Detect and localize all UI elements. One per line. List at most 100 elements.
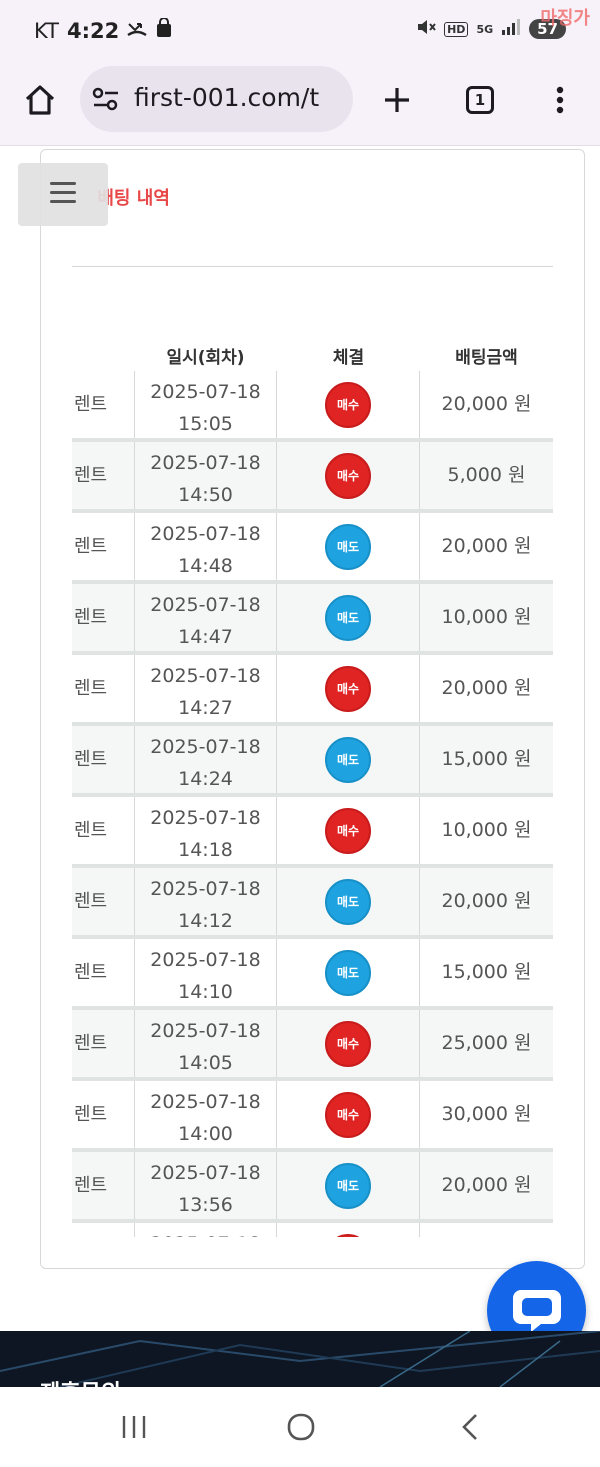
header-result: 체결 bbox=[332, 348, 365, 368]
table-row[interactable]: 렌트 2025-07-18 14:48 매도 20,000 원 bbox=[72, 513, 553, 584]
row-separator bbox=[72, 722, 553, 726]
status-left: KT 4:22 bbox=[34, 17, 173, 43]
hamburger-menu-button[interactable] bbox=[18, 163, 108, 226]
footer-banner: 제휴문의 bbox=[0, 1331, 600, 1387]
row-result-cell: 매도 bbox=[277, 584, 420, 651]
row-time: 14:18 bbox=[178, 839, 233, 861]
home-nav-button[interactable] bbox=[281, 1409, 321, 1445]
section-divider bbox=[72, 266, 553, 267]
table-row[interactable]: 렌트 2025-07-18 15:05 매수 20,000 원 bbox=[72, 371, 553, 442]
row-time: 14:24 bbox=[178, 768, 233, 790]
hamburger-icon bbox=[50, 182, 76, 209]
row-datetime: 2025-07-18 bbox=[134, 1223, 277, 1237]
row-amount: 10,000 원 bbox=[441, 606, 532, 628]
row-datetime: 2025-07-18 13:56 bbox=[134, 1152, 277, 1219]
row-date: 2025-07-18 bbox=[150, 1162, 261, 1184]
status-bar: KT 4:22 HD 5G 57 마징가 bbox=[0, 0, 600, 62]
row-separator bbox=[72, 1006, 553, 1010]
row-result-cell: 매수 bbox=[277, 1010, 420, 1077]
row-time: 14:47 bbox=[178, 626, 233, 648]
system-navigation-bar bbox=[0, 1387, 600, 1467]
row-type: 렌트 bbox=[74, 1175, 108, 1196]
header-date: 일시(회차) bbox=[166, 348, 245, 368]
table-body: 렌트 2025-07-18 15:05 매수 20,000 원 렌트 2025-07-18 1… bbox=[72, 371, 553, 1237]
result-badge: 매도 bbox=[325, 736, 371, 783]
row-amount: 20,000 원 bbox=[441, 535, 532, 557]
result-badge bbox=[325, 1233, 371, 1237]
row-time: 14:27 bbox=[178, 697, 233, 719]
row-datetime: 2025-07-18 14:18 bbox=[134, 797, 277, 864]
row-date: 2025-07-18 bbox=[150, 1091, 261, 1113]
table-row[interactable]: 렌트 2025-07-18 14:50 매수 5,000 원 bbox=[72, 442, 553, 513]
result-badge: 매도 bbox=[325, 1162, 371, 1209]
table-row[interactable]: 렌트 2025-07-18 14:24 매도 15,000 원 bbox=[72, 726, 553, 797]
row-separator bbox=[72, 864, 553, 868]
table-row[interactable]: 렌트 2025-07-18 14:12 매도 20,000 원 bbox=[72, 868, 553, 939]
row-separator bbox=[72, 1077, 553, 1081]
carrier-label: KT bbox=[34, 18, 59, 43]
table-row[interactable]: 렌트 2025-07-18 14:00 매수 30,000 원 bbox=[72, 1081, 553, 1152]
row-datetime: 2025-07-18 14:27 bbox=[134, 655, 277, 722]
tab-count: 1 bbox=[466, 86, 494, 114]
row-datetime: 2025-07-18 14:24 bbox=[134, 726, 277, 793]
row-result-cell: 매도 bbox=[277, 939, 420, 1006]
row-type: 렌트 bbox=[74, 1104, 108, 1125]
result-badge: 매도 bbox=[325, 594, 371, 641]
row-datetime: 2025-07-18 14:12 bbox=[134, 868, 277, 935]
table-row[interactable]: 렌트 2025-07-18 13:56 매도 20,000 원 bbox=[72, 1152, 553, 1223]
battery-indicator: 57 bbox=[529, 19, 566, 39]
row-datetime: 2025-07-18 14:47 bbox=[134, 584, 277, 651]
betting-history-card bbox=[40, 149, 585, 1269]
row-time: 14:48 bbox=[178, 555, 233, 577]
result-badge: 매수 bbox=[325, 452, 371, 499]
row-result-cell: 매도 bbox=[277, 868, 420, 935]
header-amount: 배팅금액 bbox=[455, 348, 518, 368]
row-separator bbox=[72, 1148, 553, 1152]
row-time: 14:00 bbox=[178, 1123, 233, 1145]
row-date: 2025-07-18 bbox=[150, 807, 261, 829]
row-date: 2025-07-18 bbox=[150, 878, 261, 900]
table-row[interactable]: 렌트 2025-07-18 14:10 매도 15,000 원 bbox=[72, 939, 553, 1010]
overflow-menu-button[interactable] bbox=[536, 76, 584, 124]
result-badge: 매수 bbox=[325, 381, 371, 428]
recent-apps-button[interactable] bbox=[114, 1409, 154, 1445]
row-amount: 20,000 원 bbox=[441, 677, 532, 699]
row-amount bbox=[420, 1223, 553, 1237]
table-row[interactable]: 렌트 2025-07-18 14:05 매수 25,000 원 bbox=[72, 1010, 553, 1081]
address-bar[interactable]: first-001.com/t bbox=[80, 66, 353, 132]
url-text[interactable]: first-001.com/t bbox=[134, 83, 320, 112]
row-date: 2025-07-18 bbox=[150, 736, 261, 758]
table-row[interactable]: 렌트 2025-07-18 14:47 매도 10,000 원 bbox=[72, 584, 553, 655]
result-badge: 매수 bbox=[325, 665, 371, 712]
tab-switcher-button[interactable]: 1 bbox=[456, 76, 504, 124]
table-row[interactable]: 렌트 2025-07-18 14:18 매수 10,000 원 bbox=[72, 797, 553, 868]
result-badge: 매도 bbox=[325, 878, 371, 925]
row-result-cell: 매도 bbox=[277, 726, 420, 793]
row-time: 13:56 bbox=[178, 1194, 233, 1216]
row-time: 14:12 bbox=[178, 910, 233, 932]
row-amount: 20,000 원 bbox=[441, 393, 532, 415]
back-button[interactable] bbox=[450, 1409, 490, 1445]
row-separator bbox=[72, 651, 553, 655]
row-datetime: 2025-07-18 14:50 bbox=[134, 442, 277, 509]
clock: 4:22 bbox=[66, 18, 120, 43]
home-button[interactable] bbox=[16, 76, 64, 124]
shopping-bag-icon bbox=[155, 17, 173, 43]
status-right: HD 5G 57 bbox=[416, 18, 566, 40]
row-amount: 30,000 원 bbox=[441, 1103, 532, 1125]
row-result-cell bbox=[277, 1223, 420, 1237]
row-type: 렌트 bbox=[74, 536, 108, 557]
row-datetime: 2025-07-18 14:05 bbox=[134, 1010, 277, 1077]
table-row[interactable]: 2025-07-18 bbox=[72, 1223, 553, 1237]
plus-icon bbox=[385, 88, 409, 112]
betting-table[interactable]: 일시(회차) 체결 배팅금액 렌트 2025-07-18 15:05 매수 20,000… bbox=[72, 335, 553, 1237]
new-tab-button[interactable] bbox=[373, 76, 421, 124]
row-amount: 15,000 원 bbox=[441, 748, 532, 770]
site-settings-icon[interactable] bbox=[92, 86, 120, 116]
row-result-cell: 매수 bbox=[277, 797, 420, 864]
result-badge: 매수 bbox=[325, 807, 371, 854]
row-amount: 15,000 원 bbox=[441, 961, 532, 983]
table-row[interactable]: 렌트 2025-07-18 14:27 매수 20,000 원 bbox=[72, 655, 553, 726]
row-separator bbox=[72, 1219, 553, 1223]
section-title: ≡ 배팅 내역 bbox=[76, 184, 170, 210]
